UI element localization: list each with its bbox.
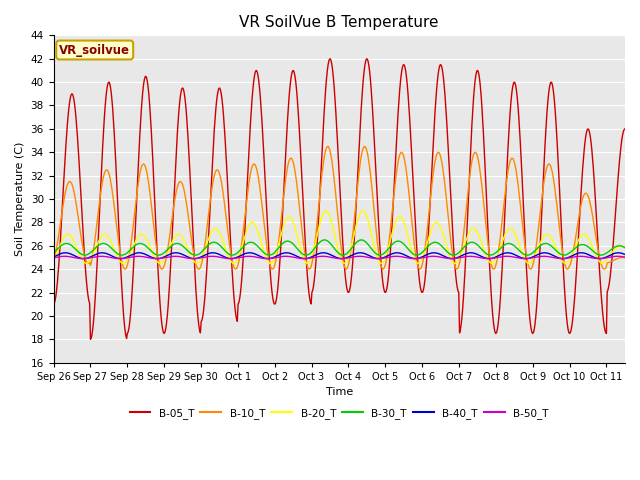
B-10_T — [131, 214, 138, 219]
B-30_T — [621, 245, 628, 251]
B-20_T — [130, 243, 138, 249]
B-10_T — [121, 266, 129, 272]
Text: VR_soilvue: VR_soilvue — [60, 44, 131, 57]
B-05_T — [316, 196, 323, 202]
B-20_T — [451, 261, 459, 266]
B-50_T — [130, 254, 138, 260]
B-50_T — [264, 256, 271, 262]
B-30_T — [52, 248, 60, 253]
B-10_T — [621, 255, 628, 261]
Legend: B-05_T, B-10_T, B-20_T, B-30_T, B-40_T, B-50_T: B-05_T, B-10_T, B-20_T, B-30_T, B-40_T, … — [125, 404, 553, 423]
Title: VR SoilVue B Temperature: VR SoilVue B Temperature — [239, 15, 439, 30]
B-20_T — [50, 257, 58, 263]
B-30_T — [50, 250, 58, 255]
B-50_T — [621, 254, 628, 260]
B-50_T — [317, 253, 324, 259]
B-50_T — [475, 254, 483, 260]
B-20_T — [621, 244, 628, 250]
B-05_T — [52, 293, 60, 299]
B-10_T — [50, 258, 58, 264]
B-10_T — [461, 218, 468, 224]
B-05_T — [461, 269, 468, 275]
B-40_T — [475, 252, 483, 258]
B-05_T — [131, 249, 138, 255]
B-20_T — [315, 225, 323, 230]
B-20_T — [461, 240, 468, 246]
B-30_T — [315, 240, 323, 246]
B-40_T — [461, 251, 468, 257]
B-10_T — [324, 144, 332, 149]
Line: B-40_T: B-40_T — [54, 253, 625, 259]
B-10_T — [294, 192, 302, 197]
Y-axis label: Soil Temperature (C): Soil Temperature (C) — [15, 142, 25, 256]
B-40_T — [246, 250, 253, 256]
B-05_T — [363, 56, 371, 62]
B-50_T — [282, 253, 289, 259]
Line: B-10_T: B-10_T — [54, 146, 625, 269]
B-40_T — [317, 250, 324, 256]
B-05_T — [621, 126, 628, 132]
X-axis label: Time: Time — [326, 387, 353, 397]
B-30_T — [357, 237, 365, 243]
B-50_T — [461, 254, 468, 260]
B-40_T — [52, 253, 60, 259]
B-05_T — [294, 107, 302, 112]
B-10_T — [52, 249, 60, 255]
Line: B-30_T: B-30_T — [54, 240, 625, 255]
B-40_T — [130, 251, 138, 257]
Line: B-50_T: B-50_T — [54, 256, 625, 259]
B-30_T — [460, 244, 468, 250]
B-20_T — [52, 252, 60, 258]
B-30_T — [130, 244, 138, 250]
B-40_T — [264, 256, 272, 262]
B-50_T — [50, 255, 58, 261]
B-10_T — [316, 194, 323, 200]
B-30_T — [294, 246, 301, 252]
B-10_T — [475, 160, 483, 166]
B-05_T — [50, 301, 58, 307]
B-20_T — [475, 232, 483, 238]
B-50_T — [52, 254, 60, 260]
B-40_T — [295, 254, 303, 260]
Line: B-20_T: B-20_T — [54, 211, 625, 264]
Line: B-05_T: B-05_T — [54, 59, 625, 339]
B-50_T — [295, 255, 303, 261]
B-05_T — [86, 336, 94, 342]
B-05_T — [475, 71, 483, 77]
B-20_T — [294, 233, 301, 239]
B-40_T — [50, 254, 58, 260]
B-40_T — [621, 252, 628, 257]
B-30_T — [524, 252, 531, 258]
B-30_T — [474, 242, 482, 248]
B-20_T — [359, 208, 367, 214]
